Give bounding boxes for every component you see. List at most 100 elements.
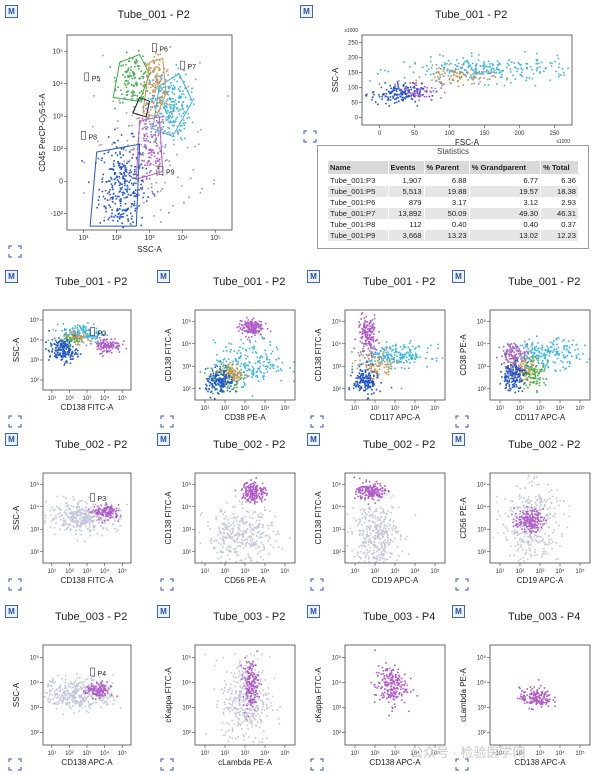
m-badge-icon[interactable]: M [157,270,170,283]
data-point [53,526,56,529]
data-point [86,336,88,338]
m-badge-icon[interactable]: M [5,433,18,446]
data-point [91,516,94,518]
data-point [143,72,146,74]
data-point [238,500,241,502]
zoom-corner-icon[interactable] [8,245,22,258]
x-tick-label: 200 [514,131,525,137]
data-point [529,376,531,378]
data-point [165,109,167,112]
data-point [568,346,571,349]
data-point [527,386,529,389]
data-point [141,99,143,101]
m-badge-icon[interactable]: M [5,5,18,18]
data-point [115,516,118,519]
m-badge-icon[interactable]: M [5,270,18,283]
zoom-corner-icon[interactable] [310,415,324,428]
data-point [90,506,92,509]
data-point [510,343,512,345]
data-point [448,78,451,81]
zoom-corner-icon[interactable] [303,130,317,143]
m-badge-icon[interactable]: M [307,270,320,283]
data-point [537,342,539,344]
data-point [124,76,126,78]
gate-outline[interactable] [132,96,151,118]
data-point [268,358,271,361]
data-point [162,132,165,135]
data-point [377,353,380,356]
data-point [122,175,124,177]
data-point [259,323,261,326]
data-point [369,338,371,341]
data-point [536,390,538,392]
data-point [103,205,106,208]
m-badge-icon[interactable]: M [300,5,313,18]
m-badge-icon[interactable]: M [452,270,465,283]
data-point [256,330,258,333]
data-point [117,529,119,531]
y-tick-label: 10⁴ [30,337,40,344]
data-point [157,166,160,168]
data-point [537,378,539,380]
data-point [475,71,477,74]
data-point [213,386,216,389]
data-point [90,340,93,343]
data-point [206,384,208,387]
data-point [145,139,147,142]
data-point [114,128,116,131]
data-point [255,375,257,378]
data-point [506,372,509,374]
data-point [376,365,378,367]
data-point [546,351,549,353]
gate-outline[interactable] [89,143,141,227]
gate-outline[interactable] [142,57,167,118]
m-badge-icon[interactable]: M [157,433,170,446]
data-point [129,223,132,225]
data-point [513,364,516,366]
data-point [370,360,372,362]
data-point [220,389,223,391]
zoom-corner-icon[interactable] [8,578,22,591]
data-point [163,152,165,155]
data-point [122,148,125,150]
gate-outline[interactable] [135,116,164,180]
data-point [155,173,158,175]
data-point [61,329,63,332]
data-point [115,513,118,516]
zoom-corner-icon[interactable] [160,415,174,428]
y-tick-label: -10² [51,211,64,218]
data-point [177,107,179,110]
data-point [470,76,473,78]
data-point [116,195,119,198]
data-point [91,509,94,512]
data-point [533,348,536,351]
data-point [518,364,520,367]
data-point [155,87,157,89]
x-tick-label: 10² [65,396,74,402]
data-point [499,382,502,385]
zoom-corner-icon[interactable] [455,415,469,428]
data-point [504,354,507,357]
data-point [132,173,135,176]
data-point [97,332,100,335]
data-point [241,328,243,331]
data-point [524,50,526,53]
data-point [373,323,375,325]
data-point [520,379,523,381]
x-tick-label: 10² [65,569,74,575]
data-point [356,380,358,383]
data-point [365,379,367,382]
data-point [155,165,157,168]
data-point [64,342,67,345]
zoom-corner-icon[interactable] [8,415,22,428]
data-point [106,506,109,508]
data-point [149,123,152,125]
gate-outline[interactable] [152,73,193,138]
data-point [172,115,174,118]
data-point [504,352,507,355]
data-point [214,546,216,549]
data-point [269,544,272,546]
data-point [145,146,147,148]
gate-outline[interactable] [112,53,151,102]
data-point [515,359,517,362]
